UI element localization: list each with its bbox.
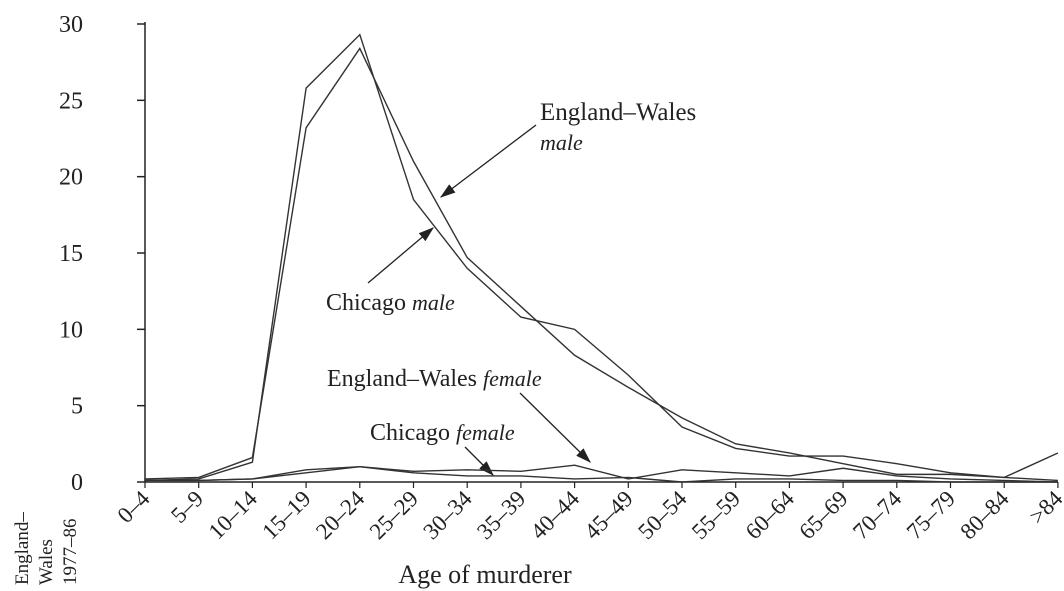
- annotation-text: Chicago: [370, 420, 450, 446]
- annotation: England–Wales: [540, 99, 696, 126]
- x-tick-label: 60–64: [741, 486, 800, 545]
- annotation-arrow: [439, 124, 537, 198]
- x-tick-label: 70–74: [848, 486, 907, 545]
- y-tick-label: 15: [59, 241, 83, 267]
- annotation-text: Chicago: [326, 290, 406, 316]
- x-tick-label: 45–49: [579, 486, 637, 544]
- x-group-label: England–: [12, 512, 33, 585]
- y-tick-label: 30: [59, 12, 83, 38]
- x-tick-label: 25–29: [365, 486, 423, 544]
- x-tick-label: 20–24: [311, 486, 370, 545]
- annotation-italic: female: [483, 366, 542, 391]
- x-tick-label: 75–79: [902, 486, 960, 544]
- data-line: [145, 466, 1058, 483]
- y-tick-label: 20: [59, 165, 83, 191]
- annotation-arrow: [519, 392, 591, 463]
- x-tick-label: 80–84: [955, 486, 1014, 545]
- x-tick-label: 40–44: [526, 486, 585, 545]
- annotation: England–Wales female: [327, 366, 542, 392]
- y-tick-label: 25: [59, 88, 83, 114]
- x-tick-label: 10–14: [204, 486, 263, 545]
- annotation: male: [540, 130, 583, 155]
- annotation: Chicago male: [326, 290, 455, 316]
- data-line: [144, 33, 1058, 482]
- x-tick-label: 0–4: [112, 486, 154, 528]
- x-tick-label: >84: [1024, 486, 1064, 529]
- annotation-arrow: [367, 227, 434, 284]
- y-tick-label: 10: [59, 317, 83, 343]
- x-tick-label: 30–34: [418, 486, 477, 545]
- x-axis-label: Age of murderer: [398, 560, 572, 589]
- x-group-label: 1977–86: [60, 519, 81, 586]
- annotation-italic: male: [412, 290, 455, 315]
- annotation-text: England–Wales: [327, 366, 477, 392]
- x-group-label: Wales: [36, 539, 57, 585]
- y-tick-label: 5: [71, 394, 83, 420]
- x-tick-label: 15–19: [257, 486, 315, 544]
- y-tick-label: 0: [71, 470, 83, 496]
- x-tick-label: 55–59: [687, 486, 745, 544]
- x-tick-label: 65–69: [794, 486, 852, 544]
- annotation: Chicago female: [370, 420, 515, 446]
- x-tick-label: 50–54: [633, 486, 692, 545]
- data-line: [145, 464, 1058, 483]
- x-tick-label: 35–39: [472, 486, 530, 544]
- data-line: [144, 47, 1059, 480]
- x-tick-label: 5–9: [166, 486, 208, 528]
- annotation-italic: female: [456, 420, 515, 445]
